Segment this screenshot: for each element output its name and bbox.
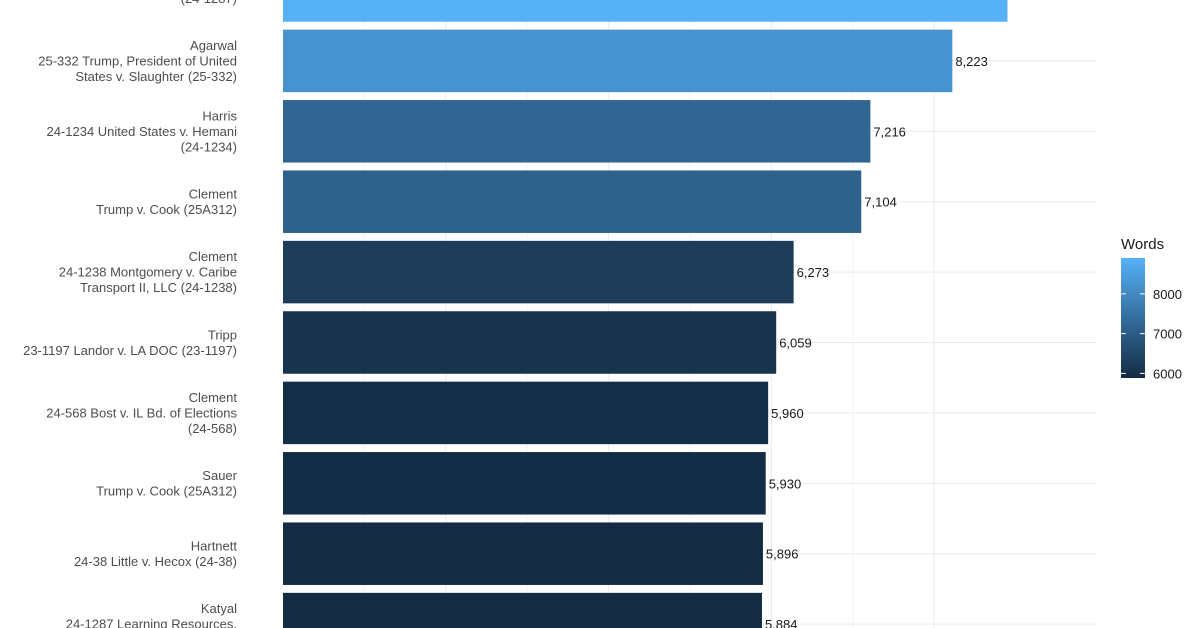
legend-tick-label: 6000 (1153, 366, 1182, 381)
bar (283, 29, 953, 93)
color-legend: Words 8000 7000 6000 (1121, 236, 1182, 381)
value-labels: 8,223 7,216 7,104 6,273 6,059 5,960 5,930 5,896… (765, 54, 988, 628)
bar (283, 0, 1008, 22)
legend-tick-label: 8000 (1153, 287, 1182, 302)
value-label: 5,896 (766, 547, 799, 562)
category-label: Sauer Trump v. Cook (25A312) (96, 468, 238, 499)
category-label: Inc. v. Trump, President of U.S.(24-1287… (57, 0, 237, 6)
value-label: 5,884 (765, 617, 798, 628)
value-label: 8,223 (955, 54, 988, 69)
bar (283, 311, 777, 374)
category-label: Clement 24-1238 Montgomery v. Caribe Trans… (59, 249, 238, 295)
category-label: Clement 24-568 Bost v. IL Bd. of Election… (46, 390, 237, 436)
value-label: 6,273 (797, 265, 830, 280)
category-label: Clement Trump v. Cook (25A312) (96, 186, 237, 217)
category-label: Agarwal 25-332 Trump, President of United… (38, 38, 237, 84)
bar (283, 240, 794, 304)
value-label: 7,216 (873, 124, 906, 139)
bar (283, 452, 766, 515)
value-label: 5,930 (769, 476, 802, 491)
bar (283, 522, 763, 585)
bar (283, 100, 871, 163)
bar (283, 170, 862, 233)
category-labels: Inc. v. Trump, President of U.S.(24-1287… (23, 0, 238, 628)
value-label: 7,104 (864, 195, 897, 210)
category-label: Harris 24-1234 United States v. Hemani (24… (46, 108, 237, 154)
legend-tick-label: 7000 (1153, 327, 1182, 342)
legend-colorbar (1121, 258, 1145, 378)
value-label: 6,059 (779, 336, 812, 351)
category-label: Tripp 23-1197 Landor v. LA DOC (23-1197) (23, 327, 237, 358)
category-label: Hartnett 24-38 Little v. Hecox (24-38) (74, 538, 237, 569)
value-label: 5,960 (771, 406, 804, 421)
legend-title: Words (1121, 236, 1164, 253)
bar (283, 592, 762, 628)
bars (283, 0, 1008, 628)
bar (283, 381, 769, 445)
